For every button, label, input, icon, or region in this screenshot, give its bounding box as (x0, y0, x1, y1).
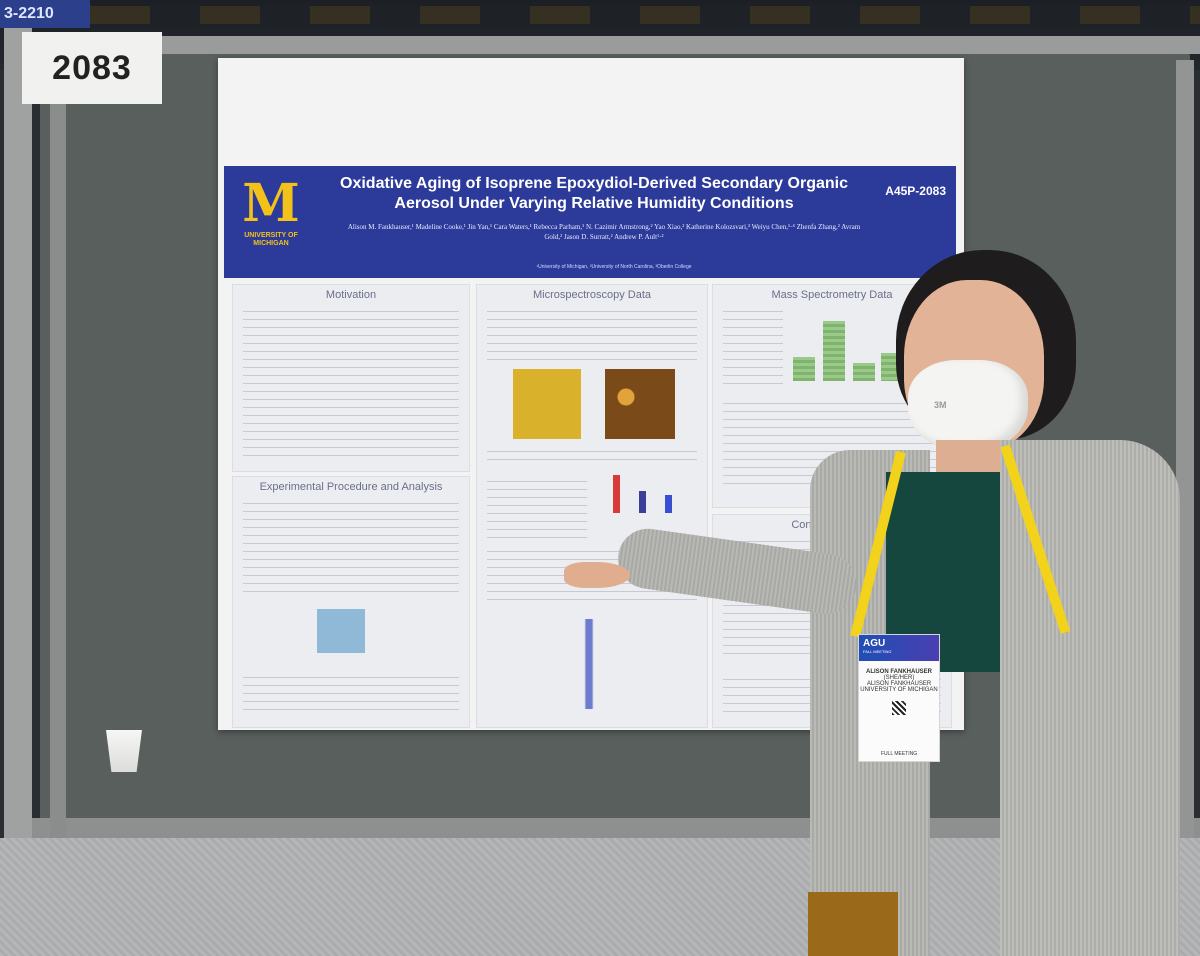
board-post-right (1176, 60, 1194, 956)
section-text-block (243, 499, 459, 599)
poster-id: A45P-2083 (885, 184, 946, 198)
presenter: 3M AGU FALL MEETING ALISON FANKHAUSER (S… (560, 240, 1200, 956)
section-motivation: Motivation (232, 284, 470, 472)
poster-number-card: 2083 (22, 32, 162, 104)
name-badge: AGU FALL MEETING ALISON FANKHAUSER (SHE/… (858, 634, 940, 762)
badge-name-secondary: ALISON FANKHAUSER (866, 681, 932, 687)
board-frame-top (20, 36, 1200, 54)
bar-blue (665, 495, 672, 513)
booth-sign: 3-2210 (0, 0, 90, 28)
qr-code-icon (892, 701, 906, 715)
paper-cup (106, 730, 142, 772)
badge-event: AGU (863, 638, 886, 649)
ms-bar (793, 357, 815, 381)
face-mask: 3M (908, 360, 1028, 452)
ms-bar (853, 363, 875, 381)
microscopy-image-right (605, 369, 675, 439)
ms-bar (823, 321, 845, 381)
poster-title: Oxidative Aging of Isoprene Epoxydiol-De… (340, 175, 848, 212)
logo-block-m: M (242, 173, 300, 234)
section-title: Experimental Procedure and Analysis (259, 481, 443, 493)
spectrum-plot (517, 619, 667, 709)
badge-event-sub: FALL MEETING (863, 649, 892, 654)
hall-lights (90, 6, 1200, 24)
section-text-block (487, 307, 697, 361)
university-logo: M UNIVERSITY OF MICHIGAN (238, 176, 304, 256)
poster-authors: Alison M. Fankhauser,¹ Madeline Cooke,¹ … (347, 223, 861, 241)
section-text-block (723, 307, 783, 391)
microscopy-image-left (513, 369, 581, 439)
board-post-inner (50, 100, 66, 956)
figure-caption (243, 673, 459, 713)
mask-brand-logo: 3M (934, 400, 947, 410)
section-text-block (487, 477, 587, 541)
bar-navy (639, 491, 646, 513)
badge-pronouns: (SHE/HER) (883, 675, 915, 681)
section-experimental: Experimental Procedure and Analysis (232, 476, 470, 728)
badge-header: AGU FALL MEETING (859, 635, 939, 661)
presenting-hand (564, 562, 630, 588)
section-title: Microspectroscopy Data (533, 289, 651, 301)
logo-text-line1: UNIVERSITY OF (244, 232, 298, 239)
board-post-left (4, 28, 32, 956)
section-title: Motivation (325, 289, 377, 301)
badge-name: ALISON FANKHAUSER (865, 669, 932, 675)
figure-caption (487, 447, 697, 467)
badge-organization: UNIVERSITY OF MICHIGAN (860, 687, 938, 693)
badge-footer: FULL MEETING (880, 751, 918, 757)
poster-affiliations: ¹University of Michigan, ²University of … (536, 264, 692, 270)
logo-text-line2: MICHIGAN (253, 240, 289, 247)
bar-red (613, 475, 620, 513)
research-poster: M UNIVERSITY OF MICHIGAN Oxidative Aging… (218, 58, 964, 730)
pants (808, 892, 898, 956)
poster-header: M UNIVERSITY OF MICHIGAN Oxidative Aging… (224, 166, 956, 278)
experiment-diagram (317, 609, 365, 653)
section-microspectroscopy: Microspectroscopy Data (476, 284, 708, 728)
section-title: Mass Spectrometry Data (771, 289, 893, 301)
section-text-block (243, 307, 459, 457)
